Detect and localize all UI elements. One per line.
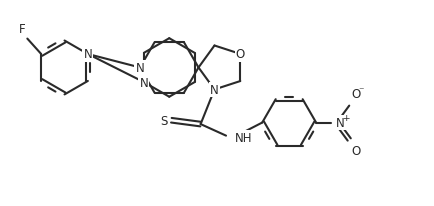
Text: N: N: [140, 76, 148, 89]
Text: ⁻: ⁻: [358, 86, 364, 96]
Text: N: N: [135, 62, 145, 75]
Text: O: O: [236, 48, 245, 61]
Text: +: +: [342, 114, 350, 123]
Text: O: O: [352, 88, 361, 101]
Text: N: N: [210, 83, 219, 96]
Text: F: F: [18, 23, 25, 36]
Text: O: O: [352, 144, 361, 157]
Text: N: N: [83, 48, 92, 61]
Text: NH: NH: [234, 132, 252, 145]
Text: S: S: [160, 114, 168, 127]
Text: N: N: [336, 116, 345, 129]
